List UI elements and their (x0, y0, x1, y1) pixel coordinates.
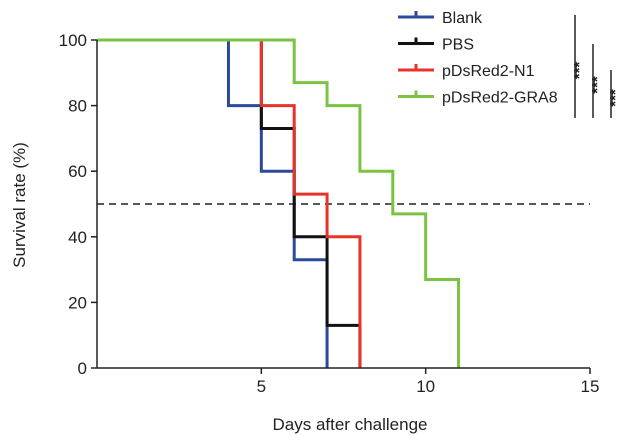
legend-label: PBS (442, 37, 474, 54)
x-axis-label: Days after challenge (273, 415, 428, 434)
x-tick-label: 10 (416, 377, 435, 396)
series-line-pdsred2-n1 (97, 38, 362, 368)
series-layer (97, 38, 461, 368)
x-tick-label: 5 (257, 377, 266, 396)
y-tick-label: 40 (68, 228, 87, 247)
y-axis-label: Survival rate (%) (10, 142, 29, 268)
series-line-blank (97, 38, 329, 368)
y-tick-label: 0 (78, 359, 87, 378)
y-tick-label: 20 (68, 293, 87, 312)
significance-label: *** (589, 76, 606, 94)
significance-brackets: ********* (571, 15, 624, 118)
significance-label: *** (571, 62, 588, 80)
legend: Blank PBS pDsRed2-N1 pDsRed2-GRA8 (398, 10, 558, 107)
y-tick-label: 60 (68, 162, 87, 181)
legend-label: Blank (442, 10, 483, 27)
y-tick-label: 100 (59, 31, 87, 50)
y-tick-label: 80 (68, 97, 87, 116)
legend-label: pDsRed2-N1 (442, 63, 535, 80)
tick-layer: 0 20 40 60 80 100 5 10 15 (59, 31, 600, 396)
significance-label: *** (607, 89, 624, 107)
x-tick-label: 15 (581, 377, 600, 396)
series-line-pdsred2-gra8 (97, 38, 461, 368)
axes-layer (96, 40, 590, 369)
legend-label: pDsRed2-GRA8 (442, 90, 558, 107)
